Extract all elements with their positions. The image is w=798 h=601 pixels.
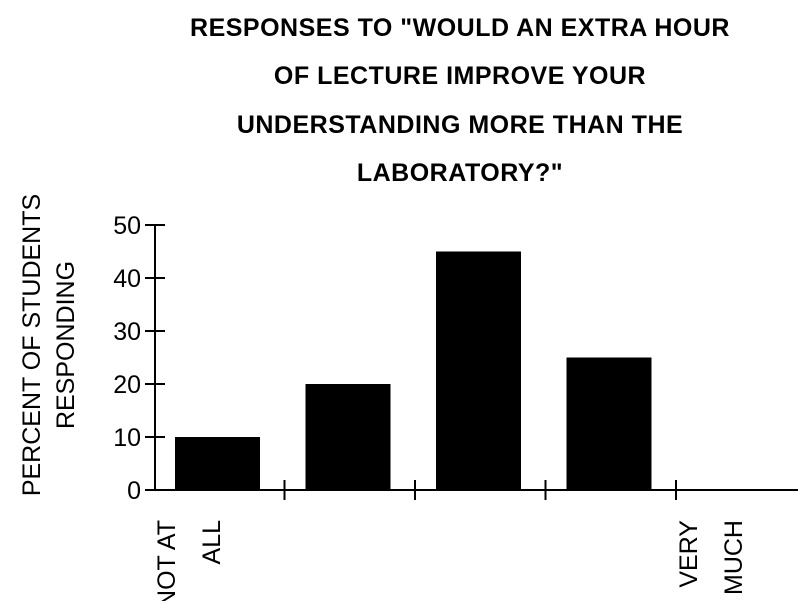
chart-title-line-2: OF LECTURE IMPROVE YOUR [273, 62, 647, 90]
bar-2 [305, 384, 391, 490]
chart-title-line-1: RESPONSES TO "WOULD AN EXTRA HOUR [190, 14, 730, 42]
x-category-label-5-line-2: MUCH [720, 520, 748, 595]
axes-layer [145, 224, 798, 500]
y-tick-label-30: 30 [113, 318, 141, 346]
bar-1 [175, 437, 260, 490]
y-tick-label-0: 0 [127, 477, 141, 505]
bar-3 [436, 251, 521, 490]
y-tick-label-40: 40 [113, 265, 141, 293]
y-axis-title-line-1: PERCENT OF STUDENTS [18, 194, 46, 496]
labels-layer: 0 10 20 30 40 50 PERCENT OF STUDENTS RESPONDING… [18, 194, 748, 601]
y-axis-title-line-2: RESPONDING [52, 261, 80, 429]
bars-layer [175, 251, 652, 490]
y-tick-label-20: 20 [113, 371, 141, 399]
x-category-label-1-line-1: NOT AT [153, 520, 181, 601]
x-category-label-1-line-2: ALL [198, 520, 226, 565]
x-category-label-5-line-1: VERY [675, 520, 703, 588]
y-tick-label-50: 50 [113, 212, 141, 240]
bar-4 [566, 357, 652, 490]
y-tick-label-10: 10 [113, 424, 141, 452]
chart-title-line-3: UNDERSTANDING MORE THAN THE [236, 111, 684, 139]
chart-title-line-4: LABORATORY?" [356, 159, 564, 187]
